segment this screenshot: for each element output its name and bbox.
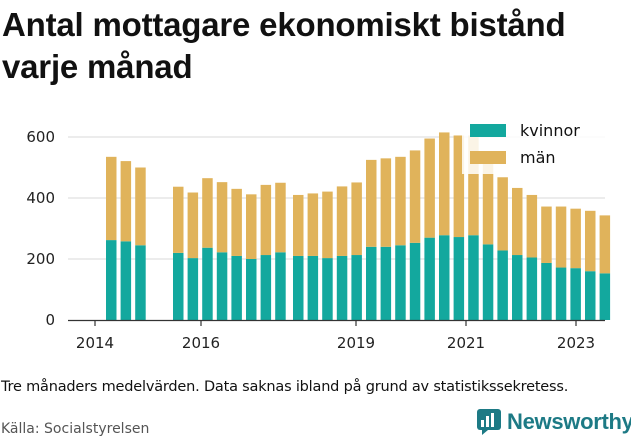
bar-kvinnor bbox=[246, 259, 257, 320]
bar-kvinnor bbox=[366, 246, 377, 320]
bar-man bbox=[409, 150, 421, 243]
bar-man bbox=[260, 184, 272, 256]
bar-kvinnor bbox=[439, 235, 450, 320]
bar-kvinnor bbox=[395, 245, 406, 320]
x-tick-label: 2016 bbox=[182, 334, 220, 352]
chart-title: Antal mottagare ekonomiskt bistånd varje… bbox=[2, 6, 566, 85]
bar-kvinnor bbox=[216, 252, 228, 320]
x-tick-label: 2014 bbox=[76, 334, 114, 352]
bar-man bbox=[395, 156, 406, 246]
bar-man bbox=[120, 161, 132, 242]
bar-man bbox=[216, 182, 228, 253]
x-tick-label: 2021 bbox=[447, 334, 485, 352]
x-tick-label: 2023 bbox=[557, 334, 595, 352]
bar-man bbox=[322, 191, 333, 259]
bar-kvinnor bbox=[336, 255, 348, 320]
bar-kvinnor bbox=[570, 268, 581, 320]
bar-kvinnor bbox=[260, 255, 272, 320]
bar-man bbox=[453, 135, 465, 238]
y-tick-label: 600 bbox=[26, 128, 55, 146]
x-axis: 2014 2016 2019 2021 2023 bbox=[68, 319, 605, 352]
bar-kvinnor bbox=[173, 252, 184, 320]
bar-man bbox=[173, 186, 184, 253]
bar-kvinnor bbox=[307, 255, 319, 320]
bar-man bbox=[231, 188, 242, 256]
bar-man bbox=[497, 177, 508, 251]
y-tick-label: 200 bbox=[26, 250, 55, 268]
bar-man bbox=[336, 186, 348, 256]
bar-man bbox=[555, 206, 567, 268]
bar-man bbox=[135, 167, 146, 246]
bar-kvinnor bbox=[293, 255, 304, 320]
bar-kvinnor bbox=[409, 242, 421, 320]
bar-man bbox=[585, 210, 596, 272]
bar-man bbox=[482, 162, 494, 245]
newsworthy-logo-icon bbox=[477, 409, 501, 435]
bar-man bbox=[366, 159, 377, 247]
y-tick-label: 0 bbox=[45, 311, 55, 329]
bar-kvinnor bbox=[120, 241, 132, 320]
newsworthy-brand[interactable]: Newsworthy bbox=[476, 408, 631, 436]
bar-man bbox=[468, 135, 479, 236]
bar-man bbox=[380, 158, 392, 247]
legend-swatch bbox=[470, 124, 506, 137]
bar-kvinnor bbox=[275, 252, 286, 320]
bar-man bbox=[275, 182, 286, 253]
y-axis: 0 200 400 600 bbox=[26, 128, 55, 329]
bar-man bbox=[541, 206, 552, 263]
stacked-bar-chart: 2014 2016 2019 2021 2023 0 200 400 600 kvinnor m… bbox=[26, 112, 612, 352]
bar-kvinnor bbox=[231, 255, 242, 320]
bar-kvinnor bbox=[380, 246, 392, 320]
bar-series bbox=[106, 132, 611, 320]
bar-man bbox=[512, 187, 523, 256]
bar-man bbox=[424, 138, 435, 238]
legend-label: män bbox=[520, 148, 556, 167]
bar-kvinnor bbox=[424, 237, 435, 320]
bar-kvinnor bbox=[526, 257, 538, 320]
y-tick-label: 400 bbox=[26, 189, 55, 207]
bar-man bbox=[526, 194, 538, 258]
bar-kvinnor bbox=[541, 262, 552, 320]
bar-kvinnor bbox=[106, 240, 117, 320]
bar-man bbox=[307, 193, 319, 256]
bar-kvinnor bbox=[322, 258, 333, 320]
bar-man bbox=[599, 215, 611, 274]
bar-kvinnor bbox=[351, 255, 362, 320]
legend-label: kvinnor bbox=[520, 121, 580, 140]
bar-kvinnor bbox=[187, 258, 199, 320]
source-label: Källa: Socialstyrelsen bbox=[1, 421, 150, 437]
bar-kvinnor bbox=[202, 247, 213, 320]
bar-kvinnor bbox=[599, 273, 611, 320]
bar-man bbox=[187, 192, 199, 259]
bar-kvinnor bbox=[135, 245, 146, 320]
x-tick-label: 2019 bbox=[337, 334, 375, 352]
bar-kvinnor bbox=[555, 267, 567, 320]
legend-swatch bbox=[470, 151, 506, 164]
bar-man bbox=[246, 194, 257, 259]
bar-kvinnor bbox=[453, 237, 465, 320]
bar-man bbox=[439, 132, 450, 236]
bar-kvinnor bbox=[468, 235, 479, 320]
bar-kvinnor bbox=[497, 250, 508, 320]
brand-name: Newsworthy bbox=[507, 409, 631, 434]
bar-kvinnor bbox=[585, 271, 596, 320]
chart-note: Tre månaders medelvärden. Data saknas ib… bbox=[1, 379, 569, 395]
bar-kvinnor bbox=[482, 244, 494, 320]
bar-man bbox=[570, 208, 581, 269]
bar-man bbox=[293, 194, 304, 256]
bar-man bbox=[202, 178, 213, 248]
legend: kvinnor män bbox=[462, 112, 612, 174]
bar-man bbox=[351, 182, 362, 256]
bar-kvinnor bbox=[512, 255, 523, 320]
bar-man bbox=[106, 156, 117, 241]
